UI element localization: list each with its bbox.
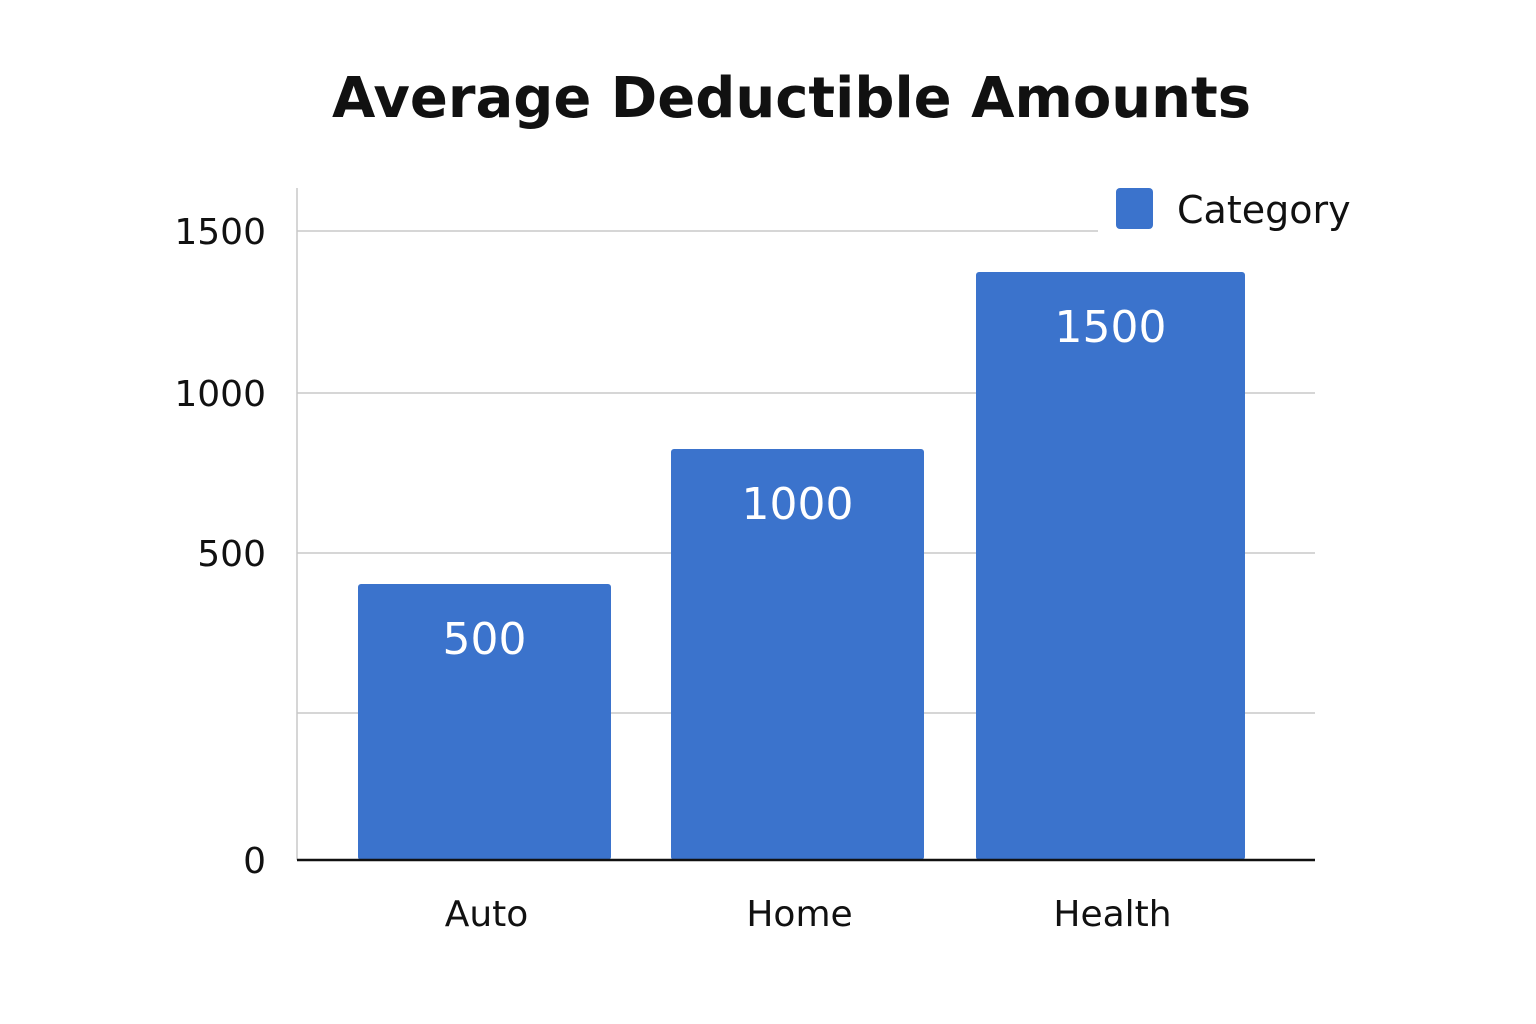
x-tick-label-auto: Auto <box>445 894 529 935</box>
data-label-health: 1500 <box>1055 302 1167 353</box>
y-tick-label: 0 <box>243 841 266 882</box>
bar-health <box>976 272 1245 860</box>
x-tick-label-home: Home <box>746 894 852 935</box>
bar-home <box>671 449 924 860</box>
x-tick-label-health: Health <box>1053 894 1171 935</box>
chart-title: Average Deductible Amounts <box>332 66 1252 131</box>
legend-swatch <box>1116 188 1153 229</box>
y-tick-label: 1500 <box>174 212 266 253</box>
data-label-auto: 500 <box>443 614 527 665</box>
data-label-home: 1000 <box>742 479 854 530</box>
y-tick-label: 500 <box>197 534 266 575</box>
y-tick-label: 1000 <box>174 374 266 415</box>
bar-auto <box>358 584 611 860</box>
legend-label: Category <box>1177 188 1351 232</box>
